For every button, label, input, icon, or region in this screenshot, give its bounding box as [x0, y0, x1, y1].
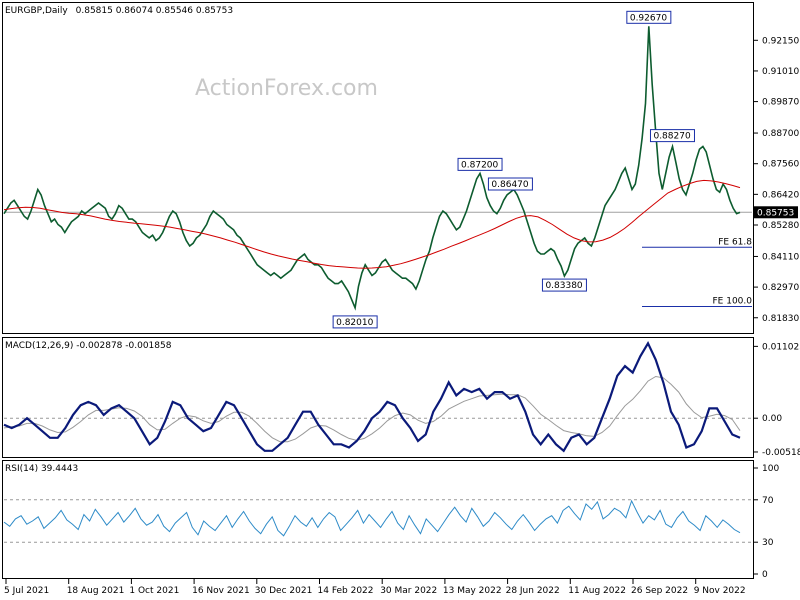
current-price-tag [754, 206, 798, 219]
annotation-box [541, 278, 587, 292]
current-price-label: 0.85753 [757, 208, 794, 218]
fib-level-label: FE 100.0 [713, 296, 753, 306]
price-pane-frame [2, 2, 754, 334]
price-pane-header: EURGBP,Daily 0.85815 0.86074 0.85546 0.8… [5, 6, 233, 16]
xtick-label: 18 Aug 2021 [67, 586, 125, 596]
rsi-ytick-label: 100 [762, 464, 779, 474]
annotation-label: 0.92670 [630, 13, 667, 23]
annotation-box [487, 177, 533, 191]
macd-ytick-label: -0.005182 [762, 448, 800, 458]
xtick-label: 14 Feb 2022 [318, 586, 374, 596]
macd-pane-frame [2, 337, 754, 458]
price-pane-symbol: EURGBP,Daily [5, 6, 68, 16]
rsi-ytick-label: 70 [762, 496, 774, 506]
rsi-plot [3, 499, 752, 543]
macd-plot [3, 340, 752, 453]
price-ytick-label: 0.91010 [762, 67, 799, 77]
watermark: ActionForex.com [195, 76, 378, 101]
annotation-label: 0.86470 [491, 180, 528, 190]
macd-line [3, 340, 741, 453]
price-ytick-label: 0.81830 [762, 314, 799, 324]
annotation-box [649, 129, 695, 143]
price-plot: FE 61.8 FE 100.0 0.92670 0.88270 0.86470 0.87… [3, 10, 753, 329]
price-ytick-label: 0.87560 [762, 160, 799, 170]
annotation-label: 0.82010 [336, 318, 373, 328]
annotation-label: 0.83380 [545, 281, 582, 291]
price-ytick-label: 0.86420 [762, 190, 799, 200]
xtick-label: 30 Dec 2021 [255, 586, 312, 596]
xtick-label: 11 Aug 2022 [568, 586, 626, 596]
macd-pane-header: MACD(12,26,9) -0.002878 -0.001858 [5, 341, 172, 351]
xtick-label: 16 Nov 2021 [192, 586, 250, 596]
price-ytick-label: 0.88700 [762, 129, 799, 139]
xtick-label: 13 May 2022 [443, 586, 502, 596]
rsi-pane-header: RSI(14) 39.4443 [5, 464, 78, 474]
xtick-label: 9 Nov 2022 [694, 586, 746, 596]
annotation-box [626, 10, 672, 24]
rsi-ytick-label: 30 [762, 538, 774, 548]
xtick-label: 30 Mar 2022 [380, 586, 437, 596]
moving-average-line [3, 179, 741, 269]
xtick-label: 28 Jun 2022 [506, 586, 560, 596]
annotation-label: 0.88270 [653, 132, 690, 142]
price-ytick-label: 0.85280 [762, 221, 799, 231]
axis-layer: 0.92150 0.91010 0.89870 0.88700 0.87560 0.864… [4, 36, 800, 596]
fib-level-label: FE 61.8 [718, 237, 752, 247]
price-ytick-label: 0.89870 [762, 98, 799, 108]
price-ytick-label: 0.82970 [762, 283, 799, 293]
xtick-label: 5 Jul 2021 [4, 586, 49, 596]
price-ytick-label: 0.84110 [762, 252, 799, 262]
xtick-label: 26 Sep 2022 [631, 586, 688, 596]
annotation-box [332, 315, 378, 329]
rsi-line [3, 499, 741, 537]
rsi-ytick-label: 0 [762, 570, 768, 580]
rsi-pane-frame [2, 460, 754, 579]
annotation-label: 0.87200 [461, 160, 498, 170]
price-pane-ohlc: 0.85815 0.86074 0.85546 0.85753 [76, 6, 233, 16]
price-series-line [3, 26, 741, 311]
macd-signal-line [3, 375, 741, 443]
macd-ytick-label: 0.011023 [762, 342, 800, 352]
annotation-box [457, 157, 503, 171]
xtick-label: 1 Oct 2021 [129, 586, 179, 596]
macd-ytick-label: 0.00 [762, 414, 782, 424]
price-ytick-label: 0.92150 [762, 36, 799, 46]
